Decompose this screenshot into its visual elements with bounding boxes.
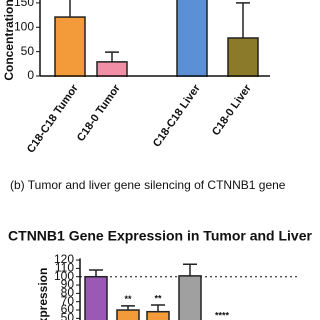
error-bar <box>236 2 250 38</box>
bar <box>84 275 108 320</box>
y-tick-label: 0 <box>27 68 34 82</box>
y-tick-label: 100 <box>14 19 34 33</box>
error-bar <box>151 304 165 312</box>
bar <box>54 16 86 77</box>
y-tick-label: 100 <box>54 269 74 283</box>
plot-area <box>54 0 259 77</box>
error-bar <box>105 51 119 62</box>
y-tick-label: 90 <box>61 277 75 291</box>
y-tick-label: 70 <box>61 294 75 308</box>
error-bar <box>121 305 135 311</box>
significance-label: ** <box>124 294 132 304</box>
plot-area <box>80 263 300 320</box>
error-bar <box>69 0 71 18</box>
x-tick-label: C18-0 Tumor <box>75 82 123 144</box>
error-bar <box>183 263 197 276</box>
y-tick-label: 120 <box>54 252 74 266</box>
bar <box>176 0 208 77</box>
y-tick-label: 150 <box>14 0 34 9</box>
bar <box>116 309 140 320</box>
significance-label: ** <box>154 293 162 303</box>
y-tick-label: 110 <box>55 261 74 275</box>
x-tick-label: C18-C18 Liver <box>151 82 203 150</box>
x-tick-label: C18-C18 Tumor <box>25 82 81 155</box>
bar <box>146 310 170 320</box>
y-tick-label: 50 <box>21 44 35 58</box>
y-tick-label: 50 <box>61 311 75 320</box>
chart-title: CTNNB1 Gene Expression in Tumor and Live… <box>8 228 312 244</box>
bar <box>227 37 259 77</box>
error-bar <box>89 269 103 277</box>
caption: (b) Tumor and liver gene silencing of CT… <box>10 178 286 192</box>
y-tick-label: 60 <box>61 302 75 316</box>
y-axis-label: Concentration <box>2 0 16 81</box>
y-axis-label: Expression <box>36 268 50 320</box>
y-tick-label: 80 <box>61 286 75 300</box>
bar <box>178 275 202 320</box>
significance-label: **** <box>215 310 230 320</box>
x-tick-label: C18-0 Liver <box>210 82 254 138</box>
